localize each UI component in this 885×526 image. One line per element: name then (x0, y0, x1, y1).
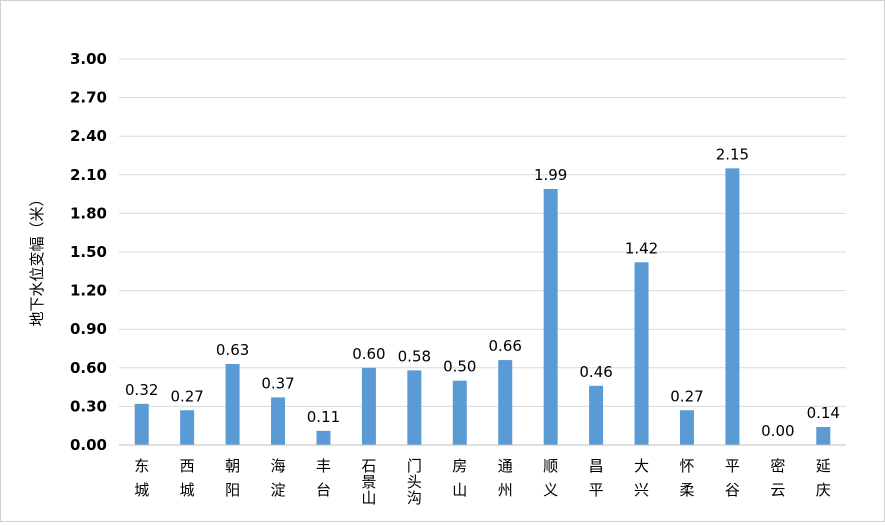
y-tick-label: 1.80 (70, 204, 107, 222)
bar (634, 262, 649, 445)
data-label: 0.11 (307, 408, 340, 426)
y-tick-label: 2.70 (70, 89, 107, 107)
data-label: 2.15 (716, 145, 749, 163)
bar (407, 370, 422, 445)
data-label: 0.14 (807, 404, 840, 422)
x-category-label: 昌平 (589, 457, 604, 499)
x-category-label: 丰台 (316, 457, 331, 499)
data-label: 0.66 (489, 337, 522, 355)
x-category-label: 门头沟 (407, 457, 422, 507)
x-category-label: 平谷 (725, 457, 740, 499)
y-axis-ticks: 0.00 0.30 0.60 0.90 1.20 1.50 1.80 2.10 2.40 2.70… (70, 50, 107, 454)
bar (725, 168, 740, 445)
y-tick-label: 0.30 (70, 397, 107, 415)
data-label: 1.99 (534, 166, 567, 184)
bar (180, 410, 195, 445)
data-label: 0.32 (125, 381, 158, 399)
bars (134, 168, 831, 445)
gridlines (119, 58, 846, 407)
x-category-label: 海淀 (271, 457, 286, 499)
x-category-label: 房山 (452, 457, 467, 499)
data-label: 0.46 (579, 363, 612, 381)
x-category-label: 通州 (498, 457, 513, 499)
x-category-label: 怀柔 (679, 457, 694, 499)
y-tick-label: 0.90 (70, 320, 107, 338)
x-category-label: 延庆 (816, 457, 831, 499)
data-label: 0.37 (261, 374, 294, 392)
y-tick-label: 2.10 (70, 166, 107, 184)
bar (816, 426, 831, 445)
data-label: 0.58 (398, 347, 431, 365)
data-label: 0.00 (761, 422, 794, 440)
data-label: 1.42 (625, 239, 658, 257)
bar (316, 430, 331, 445)
x-category-label: 石景山 (361, 457, 376, 507)
x-category-label: 顺义 (543, 457, 558, 499)
bar (543, 188, 558, 445)
data-label: 0.50 (443, 358, 476, 376)
data-label: 0.60 (352, 345, 385, 363)
data-labels: 0.32 0.27 0.63 0.37 0.11 0.60 0.58 0.50 0.66 1.99… (125, 145, 840, 440)
y-tick-label: 1.20 (70, 282, 107, 300)
bar (271, 397, 286, 445)
x-category-label: 大兴 (634, 457, 649, 499)
data-label: 0.63 (216, 341, 249, 359)
x-category-label: 朝阳 (225, 457, 240, 499)
x-category-label: 东城 (134, 457, 149, 499)
x-category-label: 西城 (180, 457, 195, 499)
bar (679, 410, 694, 445)
y-tick-label: 0.60 (70, 359, 107, 377)
y-tick-label: 0.00 (70, 436, 107, 454)
bar (361, 367, 376, 445)
data-label: 0.27 (170, 387, 203, 405)
x-category-label: 密云 (770, 457, 785, 499)
bar (134, 403, 149, 445)
y-tick-label: 1.50 (70, 243, 107, 261)
y-tick-label: 2.40 (70, 127, 107, 145)
bar (225, 363, 240, 445)
bar (452, 380, 467, 445)
y-tick-label: 3.00 (70, 50, 107, 68)
y-axis-label: 地下水位变幅（米） (28, 191, 46, 326)
bar (498, 360, 513, 445)
bar (589, 385, 604, 445)
data-label: 0.27 (670, 387, 703, 405)
